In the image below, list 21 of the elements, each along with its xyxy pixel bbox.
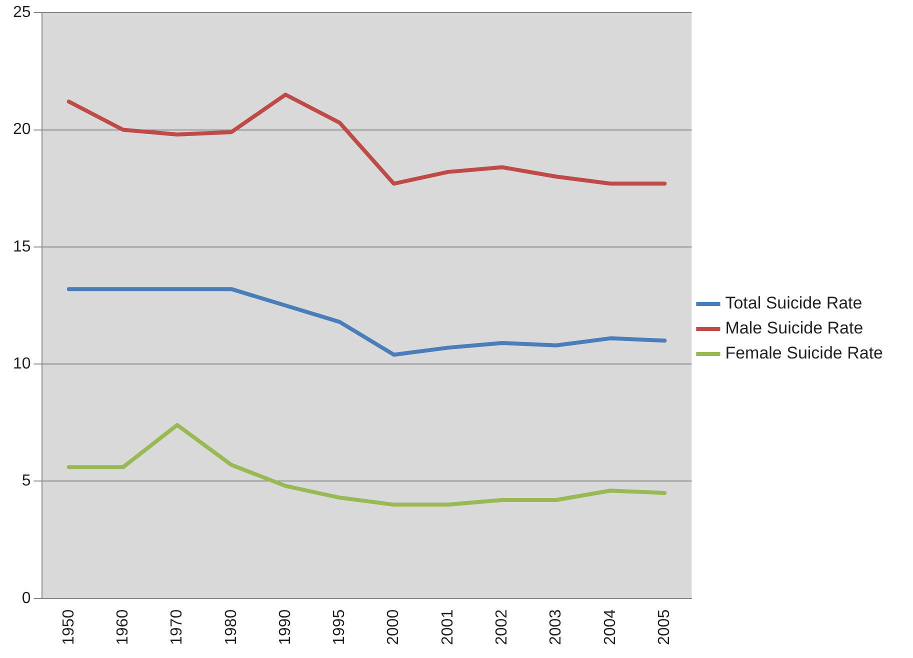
y-tick-label: 25 [13, 4, 31, 22]
y-tick-label: 5 [22, 472, 31, 490]
x-tick-label: 1950 [60, 609, 78, 645]
x-tick-label: 1995 [331, 609, 348, 645]
x-tick-label: 2003 [548, 609, 565, 645]
x-tick-label: 1970 [168, 609, 186, 645]
x-tick-label: 2000 [385, 609, 402, 645]
legend-label: Total Suicide Rate [725, 294, 862, 313]
x-tick-label: 1980 [222, 609, 240, 645]
y-tick-label: 20 [13, 121, 31, 138]
legend-label: Male Suicide Rate [725, 318, 864, 338]
x-tick-label: 1990 [276, 609, 294, 645]
x-tick-label: 2001 [439, 609, 456, 645]
y-tick-label: 0 [22, 590, 31, 607]
y-tick-label: 15 [13, 238, 31, 256]
x-tick-label: 2005 [656, 609, 674, 645]
x-tick-label: 2002 [494, 609, 511, 645]
x-tick-label: 2004 [602, 609, 619, 645]
x-tick-label: 1960 [114, 609, 132, 645]
legend-label: Female Suicide Rate [725, 344, 884, 363]
y-tick-label: 10 [13, 355, 31, 372]
